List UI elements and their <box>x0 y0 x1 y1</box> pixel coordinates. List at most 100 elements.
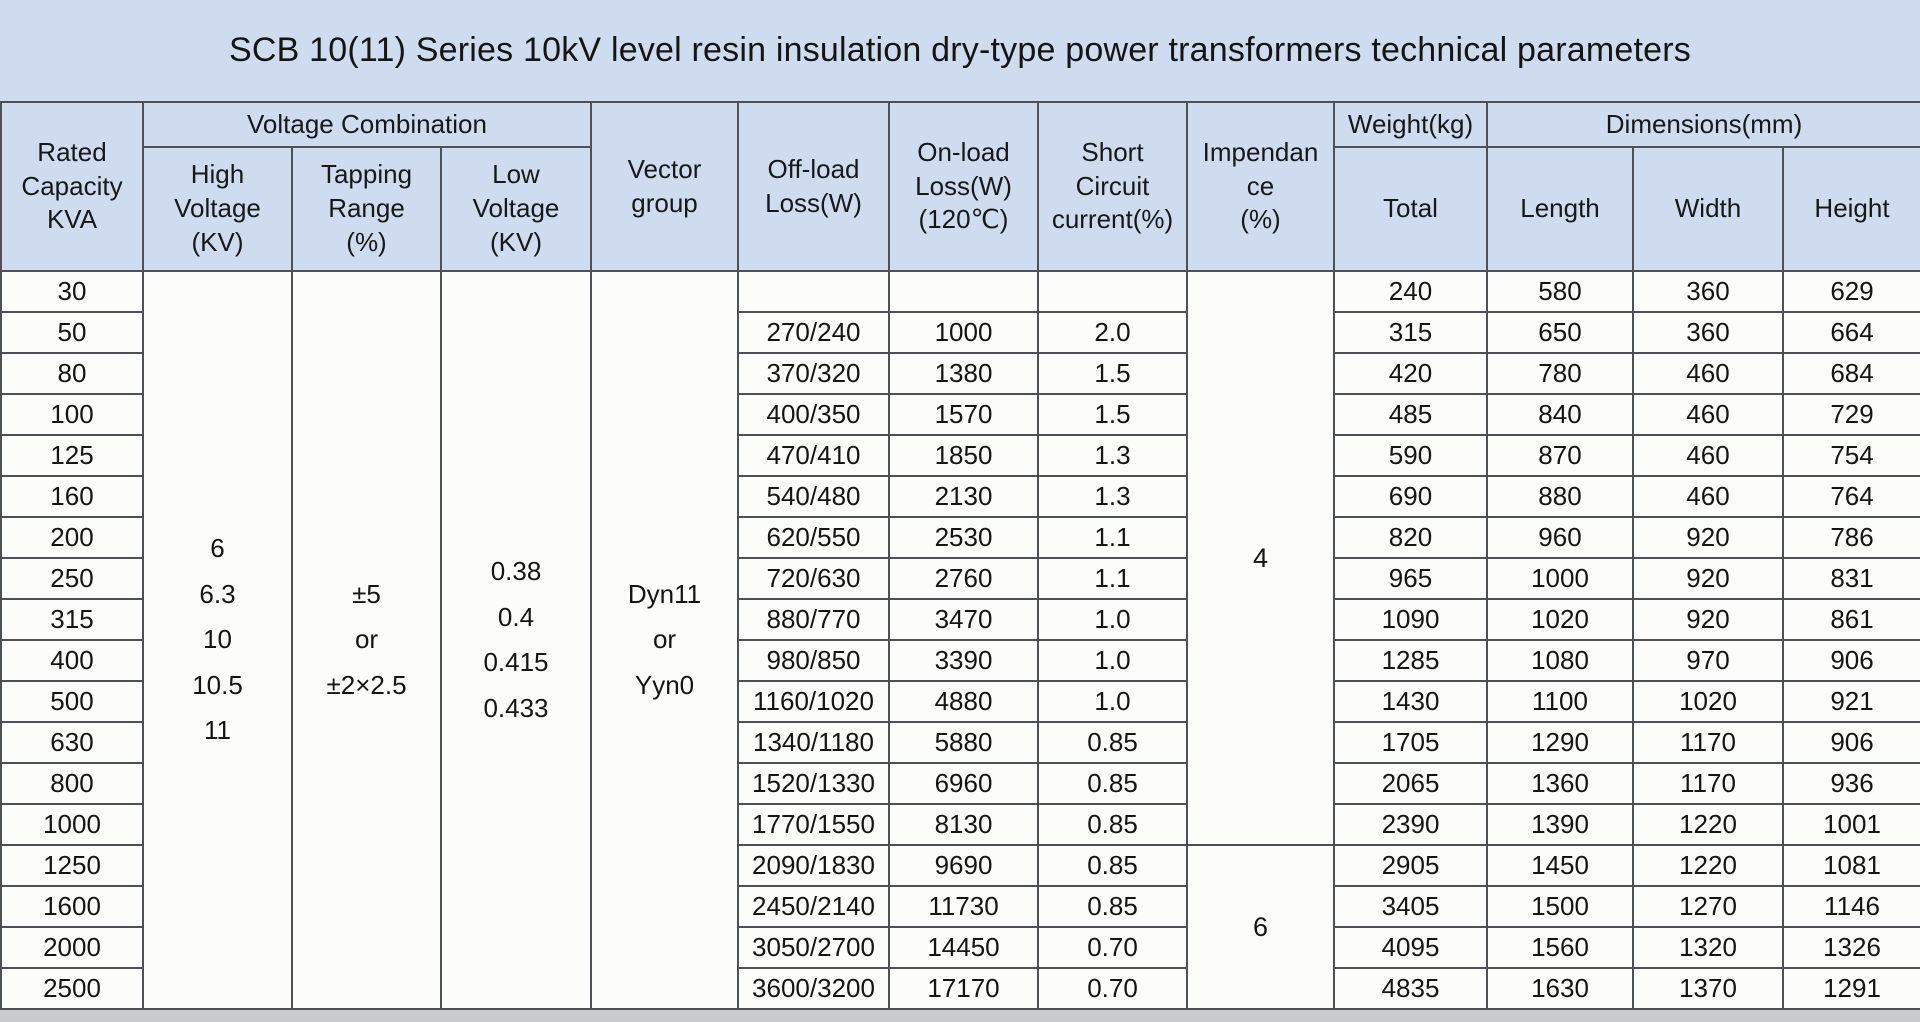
cell-width: 1370 <box>1632 967 1784 1010</box>
cell-width: 360 <box>1632 270 1784 313</box>
cell-length: 1500 <box>1486 885 1634 928</box>
cell-length: 1630 <box>1486 967 1634 1010</box>
cell-off-load-loss: 3050/2700 <box>737 926 890 969</box>
cell-rated-capacity: 80 <box>0 352 144 395</box>
cell-off-load-loss: 470/410 <box>737 434 890 477</box>
cell-off-load-loss: 1340/1180 <box>737 721 890 764</box>
cell-rated-capacity: 315 <box>0 598 144 641</box>
cell-length: 880 <box>1486 475 1634 518</box>
parameters-table: Rated Capacity KVA Voltage Combination V… <box>0 101 1920 1010</box>
cell-short-circuit-current: 1.3 <box>1037 434 1188 477</box>
cell-short-circuit-current: 1.5 <box>1037 393 1188 436</box>
cell-height: 629 <box>1781 270 1920 313</box>
cell-low-voltage: 0.38 0.4 0.415 0.433 <box>440 270 592 1010</box>
cell-height: 729 <box>1781 393 1920 436</box>
cell-weight-total: 820 <box>1333 516 1488 559</box>
table-row: 160 540/480 2130 1.3 690 880 460 764 <box>0 475 1920 518</box>
cell-on-load-loss: 3390 <box>888 639 1039 682</box>
cell-off-load-loss: 980/850 <box>737 639 890 682</box>
cell-short-circuit-current: 1.5 <box>1037 352 1188 395</box>
table-row: 80 370/320 1380 1.5 420 780 460 684 <box>0 352 1920 395</box>
cell-length: 1000 <box>1486 557 1634 600</box>
cell-height: 906 <box>1781 639 1920 682</box>
cell-rated-capacity: 1250 <box>0 844 144 887</box>
cell-rated-capacity: 200 <box>0 516 144 559</box>
table-row: 315 880/770 3470 1.0 1090 1020 920 861 <box>0 598 1920 641</box>
cell-width: 460 <box>1632 393 1784 436</box>
cell-height: 906 <box>1781 721 1920 764</box>
cell-weight-total: 4835 <box>1333 967 1488 1010</box>
cell-width: 920 <box>1632 598 1784 641</box>
cell-weight-total: 240 <box>1333 270 1488 313</box>
cell-on-load-loss: 6960 <box>888 762 1039 805</box>
cell-width: 1170 <box>1632 762 1784 805</box>
cell-height: 786 <box>1781 516 1920 559</box>
cell-length: 780 <box>1486 352 1634 395</box>
header-impedance: Impendan ce (%) <box>1186 101 1335 272</box>
cell-short-circuit-current: 0.85 <box>1037 721 1188 764</box>
header-height: Height <box>1781 146 1920 272</box>
cell-rated-capacity: 30 <box>0 270 144 313</box>
cell-height: 1291 <box>1781 967 1920 1010</box>
cell-weight-total: 485 <box>1333 393 1488 436</box>
cell-on-load-loss: 14450 <box>888 926 1039 969</box>
cell-length: 1560 <box>1486 926 1634 969</box>
cell-on-load-loss <box>888 270 1039 313</box>
cell-short-circuit-current <box>1037 270 1188 313</box>
cell-width: 460 <box>1632 352 1784 395</box>
cell-length: 580 <box>1486 270 1634 313</box>
table-row: 125 470/410 1850 1.3 590 870 460 754 <box>0 434 1920 477</box>
cell-short-circuit-current: 0.85 <box>1037 803 1188 846</box>
table-row: 50 270/240 1000 2.0 315 650 360 664 <box>0 311 1920 354</box>
table-row: 400 980/850 3390 1.0 1285 1080 970 906 <box>0 639 1920 682</box>
cell-on-load-loss: 2130 <box>888 475 1039 518</box>
cell-weight-total: 690 <box>1333 475 1488 518</box>
cell-length: 1020 <box>1486 598 1634 641</box>
cell-height: 1146 <box>1781 885 1920 928</box>
table-row: 30 6 6.3 10 10.5 11 ±5 or ±2×2.5 0.38 0.4 0… <box>0 270 1920 1010</box>
header-row-subcolumns: High Voltage (KV) Tapping Range (%) Low … <box>1 146 1920 272</box>
header-weight-total: Total <box>1333 146 1488 272</box>
cell-off-load-loss: 720/630 <box>737 557 890 600</box>
cell-length: 1080 <box>1486 639 1634 682</box>
cell-tapping-range: ±5 or ±2×2.5 <box>291 270 442 1010</box>
cell-weight-total: 965 <box>1333 557 1488 600</box>
cell-short-circuit-current: 1.0 <box>1037 639 1188 682</box>
cell-rated-capacity: 400 <box>0 639 144 682</box>
cell-rated-capacity: 1600 <box>0 885 144 928</box>
table-row: 1000 1770/1550 8130 0.85 2390 1390 1220 1001 <box>0 803 1920 846</box>
table-body: 30 6 6.3 10 10.5 11 ±5 or ±2×2.5 0.38 0.4 0… <box>0 270 1920 1010</box>
cell-height: 1081 <box>1781 844 1920 887</box>
header-off-load-loss: Off-load Loss(W) <box>737 101 890 272</box>
cell-on-load-loss: 1850 <box>888 434 1039 477</box>
cell-height: 861 <box>1781 598 1920 641</box>
cell-rated-capacity: 630 <box>0 721 144 764</box>
cell-height: 921 <box>1781 680 1920 723</box>
cell-off-load-loss: 1770/1550 <box>737 803 890 846</box>
cell-on-load-loss: 1000 <box>888 311 1039 354</box>
cell-length: 1290 <box>1486 721 1634 764</box>
cell-off-load-loss: 370/320 <box>737 352 890 395</box>
cell-off-load-loss <box>737 270 890 313</box>
cell-width: 1320 <box>1632 926 1784 969</box>
cell-height: 1001 <box>1781 803 1920 846</box>
table-row: 1250 2090/1830 9690 0.85 6 2905 1450 1220 1081 <box>0 844 1920 1010</box>
cell-high-voltage: 6 6.3 10 10.5 11 <box>142 270 293 1010</box>
cell-rated-capacity: 2000 <box>0 926 144 969</box>
cell-weight-total: 590 <box>1333 434 1488 477</box>
cell-width: 920 <box>1632 557 1784 600</box>
cell-width: 1220 <box>1632 803 1784 846</box>
cell-length: 1360 <box>1486 762 1634 805</box>
cell-rated-capacity: 800 <box>0 762 144 805</box>
cell-length: 1390 <box>1486 803 1634 846</box>
cell-off-load-loss: 2090/1830 <box>737 844 890 887</box>
cell-width: 1170 <box>1632 721 1784 764</box>
table-row: 100 400/350 1570 1.5 485 840 460 729 <box>0 393 1920 436</box>
cell-length: 960 <box>1486 516 1634 559</box>
cell-short-circuit-current: 2.0 <box>1037 311 1188 354</box>
cell-short-circuit-current: 0.70 <box>1037 926 1188 969</box>
header-low-voltage: Low Voltage (KV) <box>440 146 592 272</box>
cell-weight-total: 2905 <box>1333 844 1488 887</box>
cell-length: 1450 <box>1486 844 1634 887</box>
